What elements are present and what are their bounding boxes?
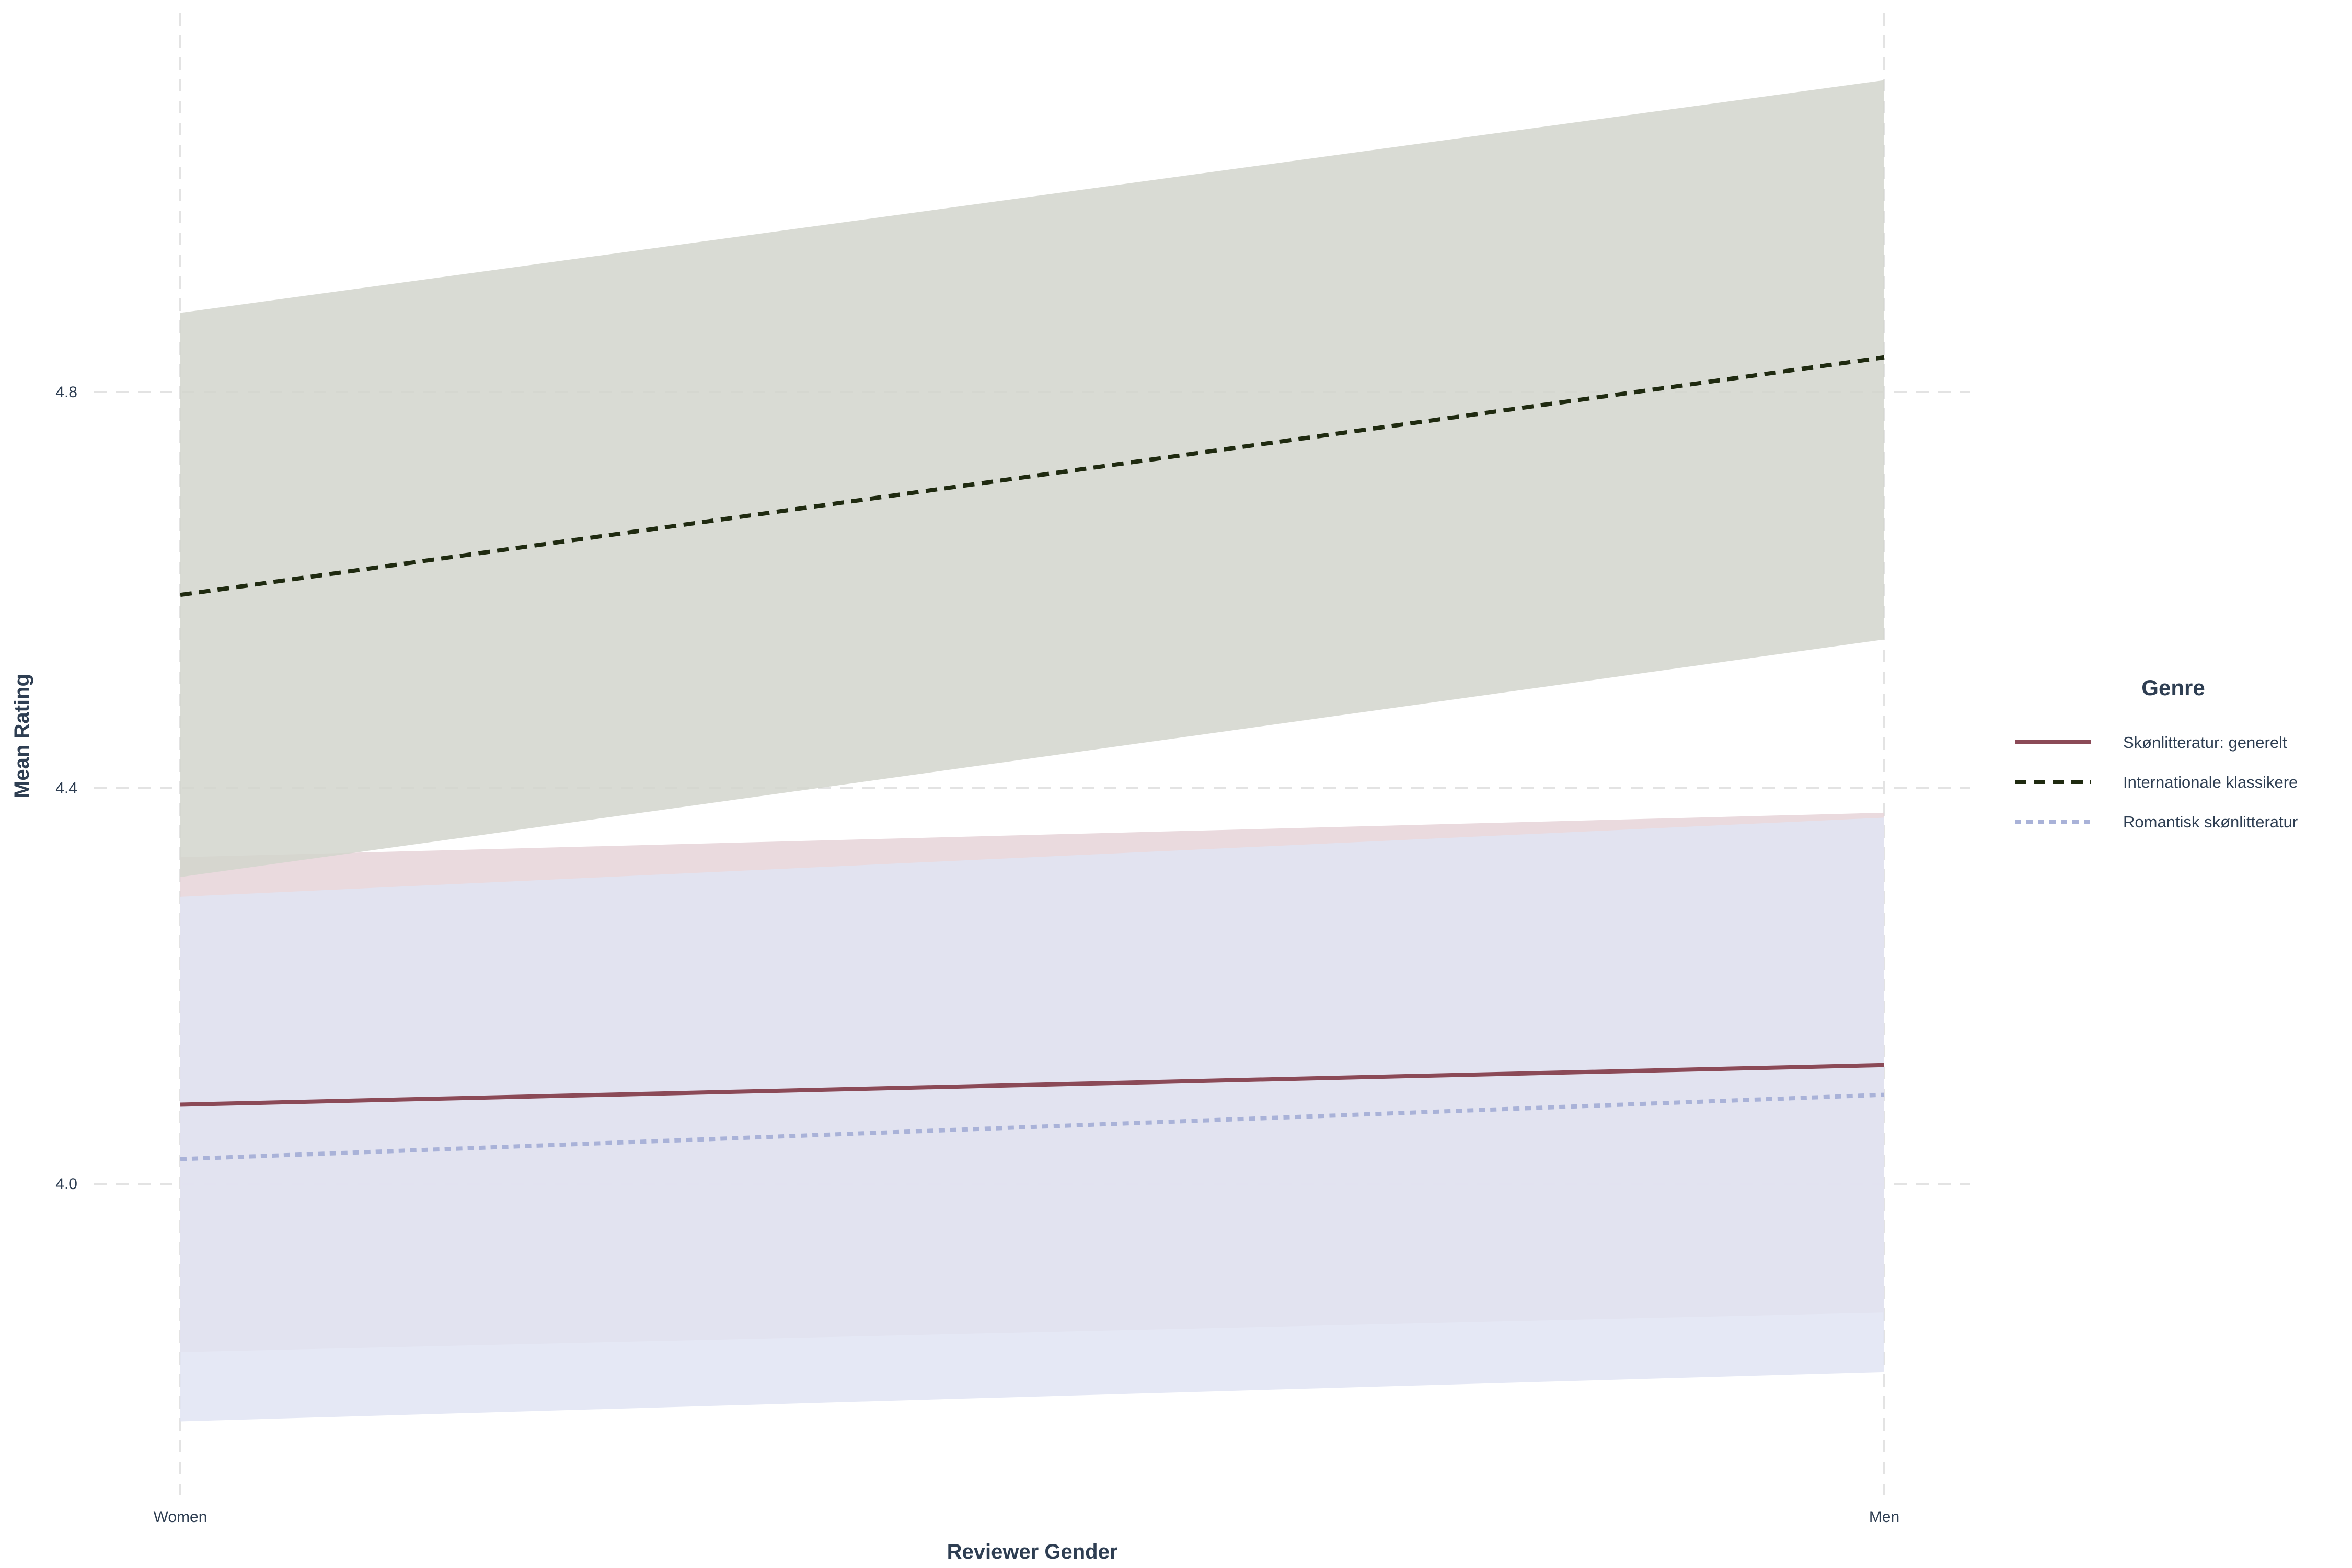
x-tick-label: Men — [1869, 1508, 1899, 1526]
series-line — [180, 1063, 1885, 1107]
legend-title: Genre — [2141, 675, 2205, 700]
series-lines — [180, 355, 1885, 1161]
confidence-band — [180, 817, 1884, 1422]
y-tick-label: 4.4 — [55, 780, 77, 797]
legend-label: Romantisk skønlitteratur — [2123, 813, 2298, 831]
x-axis-title: Reviewer Gender — [947, 1540, 1118, 1563]
legend: Genre Skønlitteratur: generelt Internatio… — [2015, 675, 2298, 831]
series-line — [180, 355, 1885, 597]
confidence-band — [180, 80, 1884, 877]
y-axis-title: Mean Rating — [10, 674, 33, 798]
legend-label: Internationale klassikere — [2123, 773, 2298, 791]
y-tick-label: 4.8 — [55, 384, 77, 401]
x-tick-labels: Women Men — [154, 1508, 1900, 1526]
y-tick-label: 4.0 — [55, 1175, 77, 1193]
series-line — [180, 1092, 1885, 1161]
legend-label: Skønlitteratur: generelt — [2123, 733, 2287, 752]
confidence-bands — [180, 80, 1884, 1422]
y-tick-labels: 4.0 4.4 4.8 — [55, 384, 77, 1193]
x-tick-label: Women — [154, 1508, 207, 1526]
